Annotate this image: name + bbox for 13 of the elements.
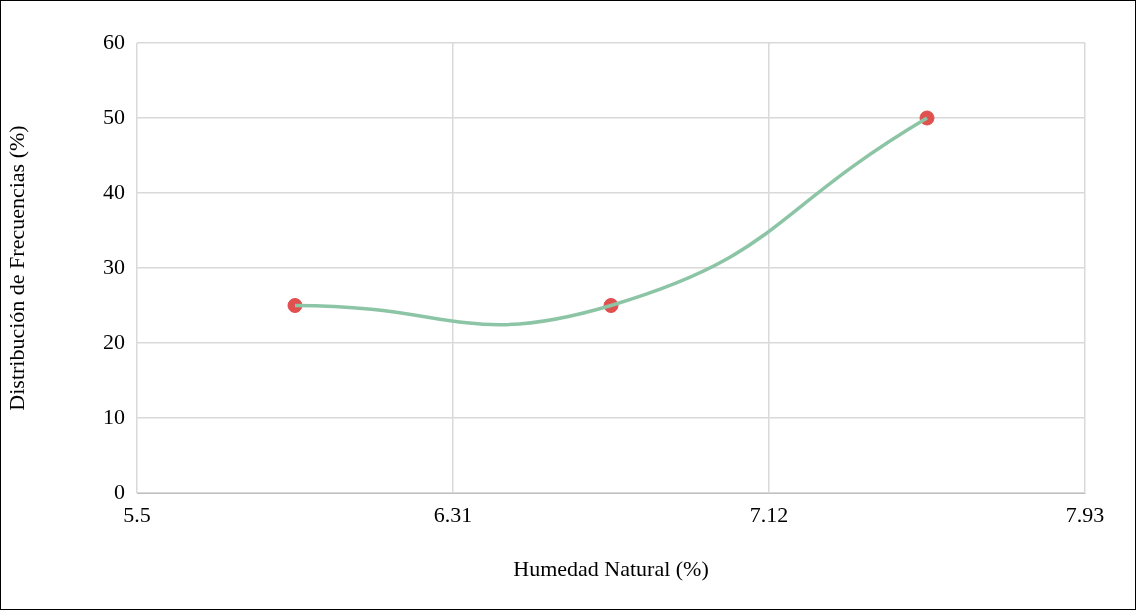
y-tick-label: 0 bbox=[114, 478, 125, 504]
y-axis-title: Distribución de Frecuencias (%) bbox=[3, 125, 29, 411]
x-tick-label: 7.12 bbox=[749, 501, 789, 527]
y-tick-label: 30 bbox=[103, 253, 125, 279]
x-axis-title: Humedad Natural (%) bbox=[513, 555, 709, 581]
y-tick-label: 50 bbox=[103, 103, 125, 129]
x-tick-label: 7.93 bbox=[1065, 501, 1105, 527]
y-tick-label: 40 bbox=[103, 178, 125, 204]
x-tick-label: 5.5 bbox=[123, 501, 151, 527]
y-tick-label: 60 bbox=[103, 28, 125, 54]
x-tick-label: 6.31 bbox=[433, 501, 473, 527]
y-tick-label: 10 bbox=[103, 403, 125, 429]
y-tick-label: 20 bbox=[103, 328, 125, 354]
